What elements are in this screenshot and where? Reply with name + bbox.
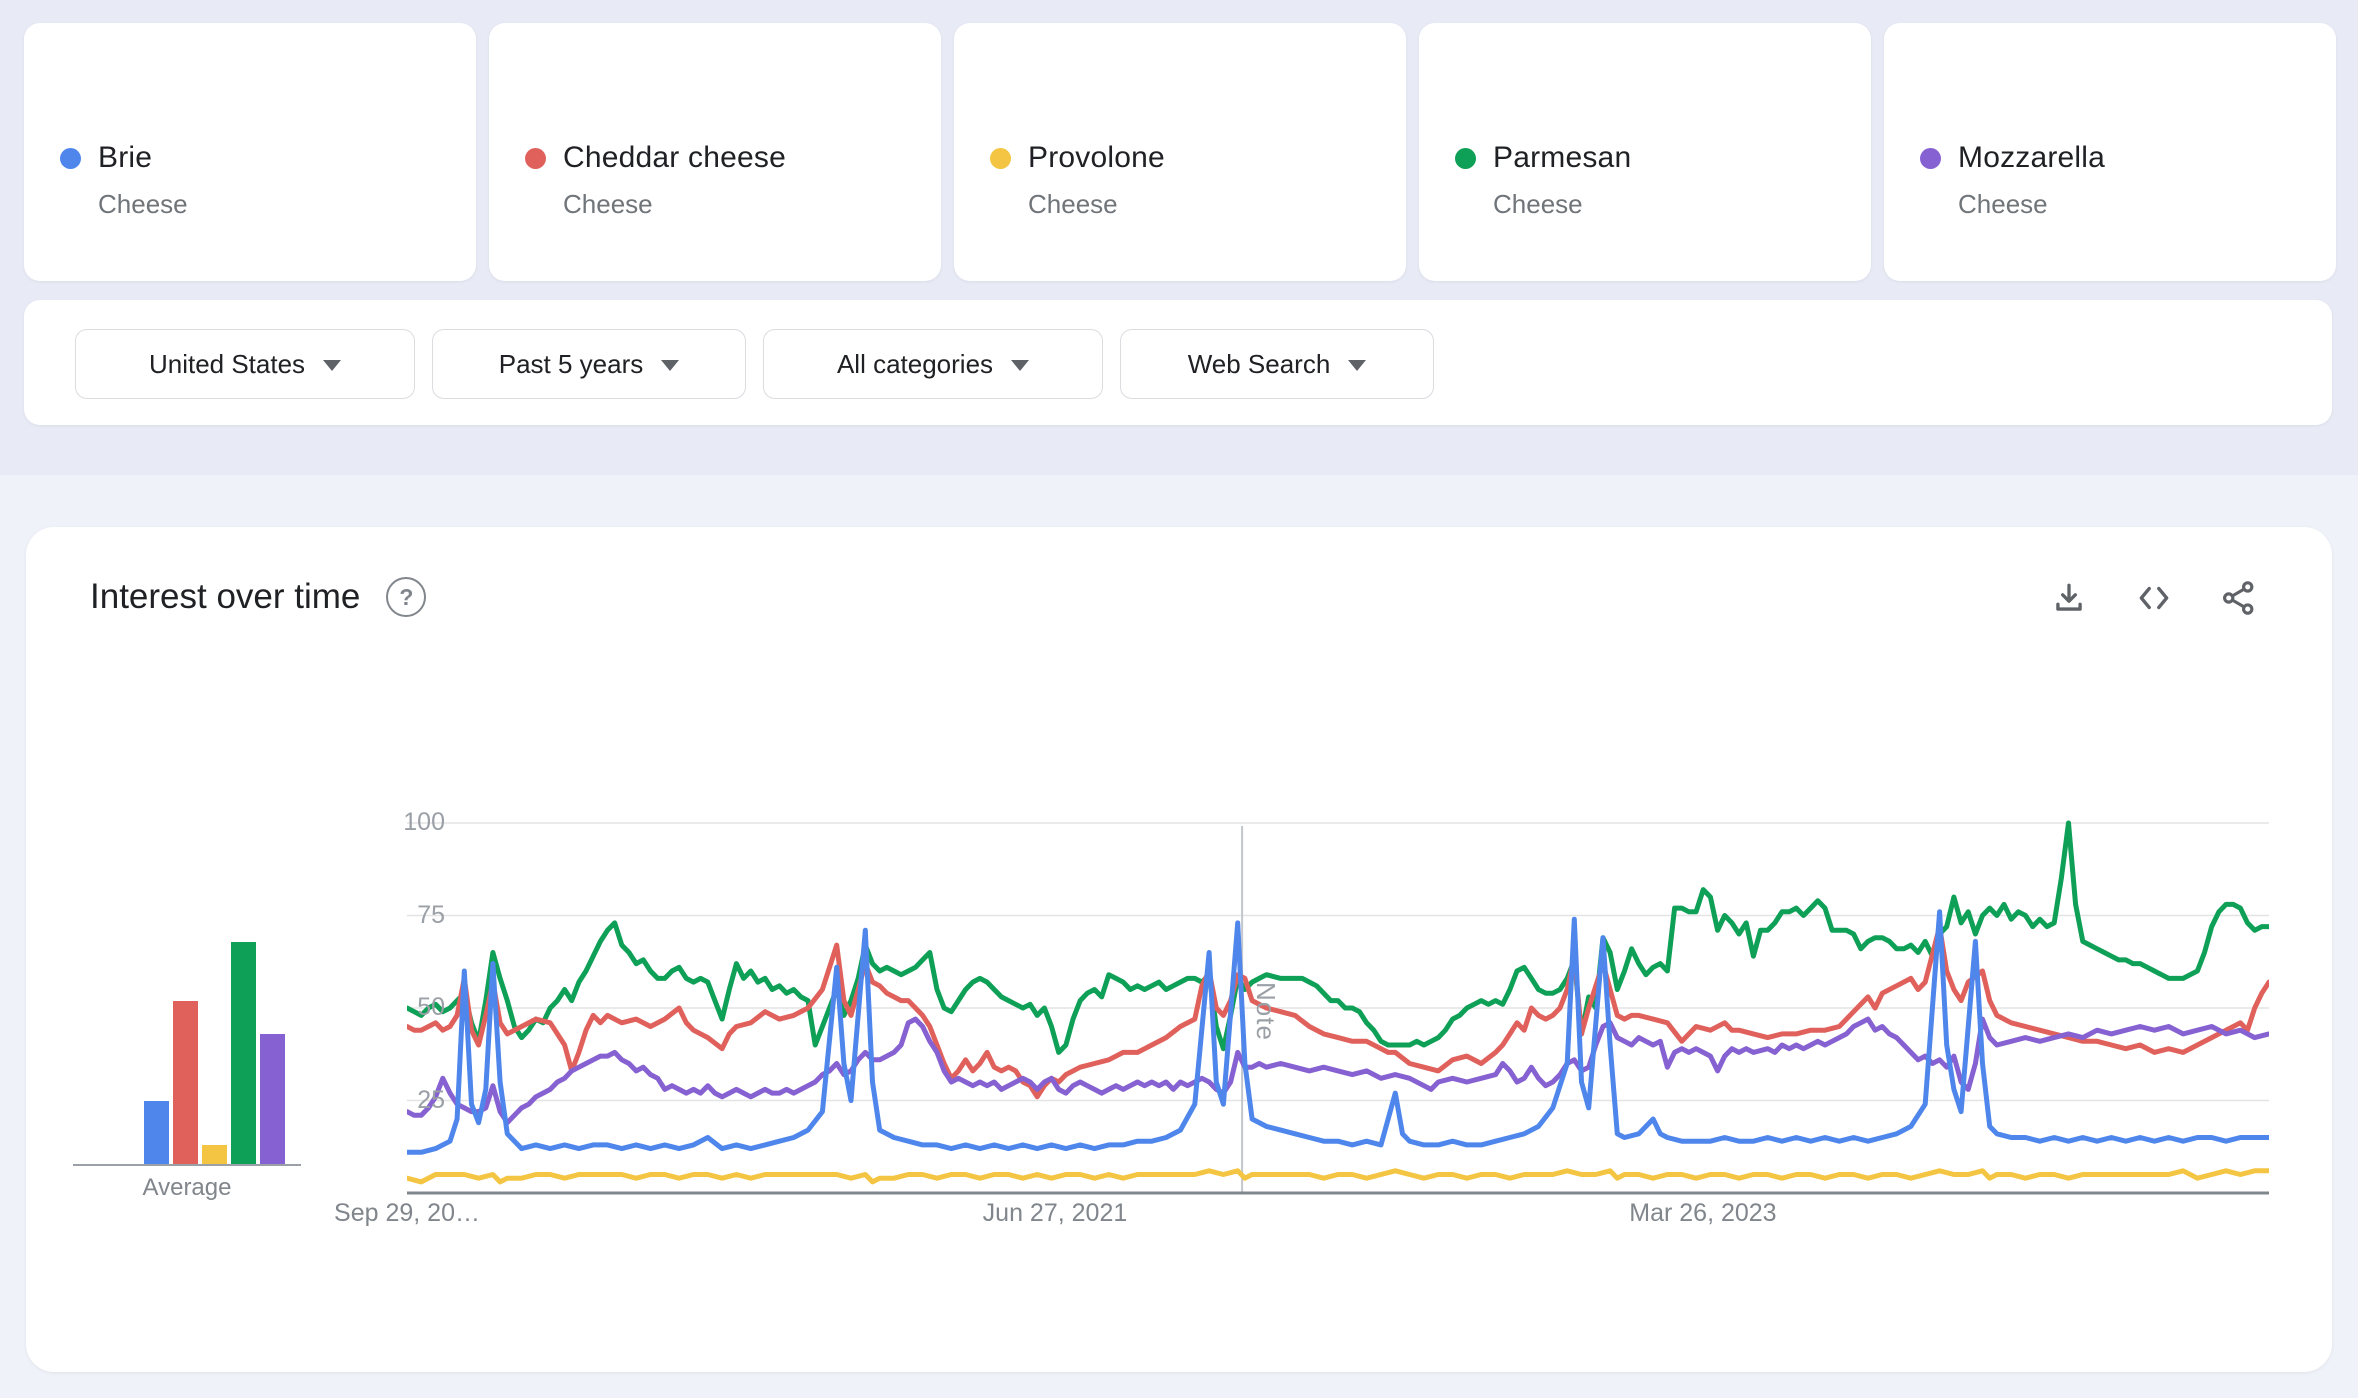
y-axis-label-75: 75 <box>417 900 445 929</box>
series-color-dot-cheddar <box>525 147 546 169</box>
interest-line-chart[interactable] <box>404 790 2272 1200</box>
time-filter-value: Past 5 years <box>498 348 644 379</box>
average-bar-provolone <box>202 1145 227 1164</box>
line-series-parmesan <box>404 820 2272 1055</box>
time-filter-dropdown[interactable]: Past 5 years <box>432 329 746 399</box>
term-label: Mozzarella <box>1958 141 2106 174</box>
term-card-parmesan[interactable]: Parmesan Cheese <box>1419 23 1871 281</box>
chevron-down-icon <box>1348 360 1367 371</box>
term-label: Brie <box>98 141 153 174</box>
download-icon[interactable] <box>2050 579 2088 617</box>
series-color-dot-mozzarella <box>1920 147 1941 169</box>
term-subtitle: Cheese <box>1958 189 2048 219</box>
y-axis-label-100: 100 <box>403 808 445 836</box>
help-icon[interactable]: ? <box>386 577 427 617</box>
average-bar-cheddar-cheese <box>173 1001 198 1164</box>
line-series-brie <box>404 909 2272 1155</box>
series-color-dot-provolone <box>990 147 1011 169</box>
line-series-cheddar-cheese <box>404 924 2272 1100</box>
term-card-cheddar[interactable]: Cheddar cheese Cheese <box>489 23 941 281</box>
y-axis-label-25: 25 <box>417 1085 445 1114</box>
term-subtitle: Cheese <box>98 189 188 219</box>
x-axis-label-2: Mar 26, 2023 <box>1629 1199 1777 1227</box>
search-type-filter-value: Web Search <box>1187 348 1331 379</box>
y-axis-label-50: 50 <box>417 993 445 1021</box>
search-type-filter-dropdown[interactable]: Web Search <box>1120 329 1434 399</box>
chevron-down-icon <box>323 360 342 371</box>
term-card-provolone[interactable]: Provolone Cheese <box>954 23 1406 281</box>
average-bar-mozzarella <box>260 1034 285 1164</box>
term-subtitle: Cheese <box>1493 189 1583 219</box>
chevron-down-icon <box>1011 360 1030 371</box>
average-bar-chart: Average <box>73 760 301 1201</box>
series-color-dot-parmesan <box>1455 147 1476 169</box>
average-bar-brie <box>144 1101 169 1164</box>
panel-title: Interest over time <box>90 577 361 616</box>
filter-bar: United States Past 5 years All categorie… <box>24 300 2332 425</box>
category-filter-dropdown[interactable]: All categories <box>763 329 1103 399</box>
average-bar-parmesan <box>231 942 256 1164</box>
share-icon[interactable] <box>2220 579 2258 617</box>
interest-over-time-panel: Interest over time ? Average 100 75 50 25 <box>26 527 2332 1372</box>
x-axis-label-1: Jun 27, 2021 <box>982 1199 1128 1227</box>
note-label[interactable]: Note <box>1251 982 1282 1041</box>
term-cards-row: Brie Cheese Cheddar cheese Cheese Provol… <box>24 23 2336 281</box>
term-label: Parmesan <box>1493 141 1632 174</box>
term-subtitle: Cheese <box>1028 189 1118 219</box>
x-axis-label-0: Sep 29, 20… <box>334 1199 480 1227</box>
geo-filter-value: United States <box>148 348 306 379</box>
geo-filter-dropdown[interactable]: United States <box>75 329 415 399</box>
term-card-brie[interactable]: Brie Cheese <box>24 23 476 281</box>
term-subtitle: Cheese <box>563 189 653 219</box>
embed-icon[interactable] <box>2134 579 2174 617</box>
category-filter-value: All categories <box>836 348 994 379</box>
series-color-dot-brie <box>60 147 81 169</box>
average-axis-line <box>73 1163 301 1166</box>
term-label: Cheddar cheese <box>563 141 786 174</box>
average-axis-label: Average <box>142 1174 232 1201</box>
chevron-down-icon <box>661 360 680 371</box>
term-label: Provolone <box>1028 141 1165 174</box>
term-card-mozzarella[interactable]: Mozzarella Cheese <box>1884 23 2336 281</box>
line-series-provolone <box>404 1168 2272 1185</box>
line-series-mozzarella <box>404 1016 2272 1126</box>
